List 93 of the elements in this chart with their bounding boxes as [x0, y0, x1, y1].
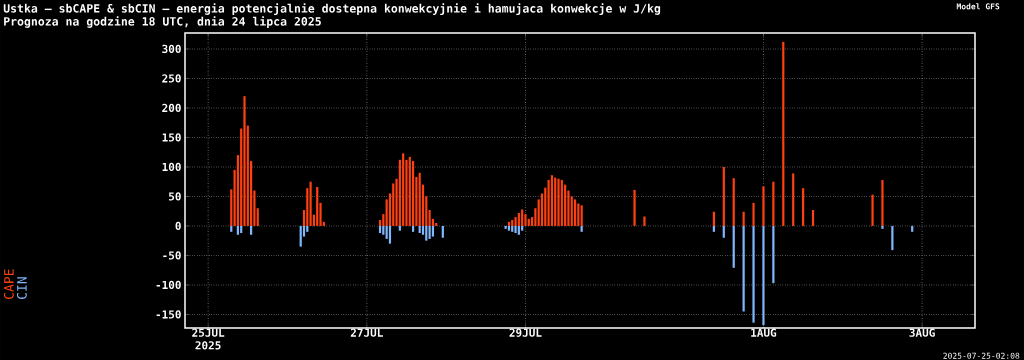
bar [309, 181, 312, 226]
bar [712, 211, 715, 226]
bar [911, 225, 914, 232]
bar [722, 166, 725, 226]
bar [382, 214, 385, 226]
bar [431, 225, 435, 237]
x-tick-label: 3AUG [909, 328, 935, 337]
bar [521, 225, 524, 231]
bar [633, 189, 636, 226]
bar [871, 194, 874, 226]
bar [511, 225, 514, 232]
bar [544, 187, 547, 226]
bar [402, 153, 405, 226]
bar [580, 225, 583, 232]
bar [560, 179, 563, 226]
bar [418, 172, 421, 226]
bar [250, 225, 253, 235]
bar [772, 181, 775, 226]
bar [802, 188, 805, 226]
bar [554, 177, 557, 226]
bar [411, 161, 415, 226]
bar [514, 225, 517, 234]
bar [643, 216, 646, 226]
x-tick-label: 27JUL [350, 328, 383, 337]
bar [762, 186, 765, 226]
text: CIN [16, 277, 27, 299]
bar [236, 225, 239, 235]
bar [762, 225, 765, 326]
chart-subtitle: Prognoza na godzine 18 UTC, dnia 24 lipca 2025 [4, 16, 321, 28]
x-tick-label: 29JUL [509, 328, 542, 337]
y-tick-label: 150 [162, 133, 181, 142]
bar [382, 225, 385, 235]
bar [742, 211, 745, 226]
x-tick-label: 25JUL [192, 328, 225, 337]
y-tick-label: 300 [162, 44, 181, 54]
x-tick-label: 1AUG [751, 328, 777, 337]
bar [511, 220, 514, 226]
bar [712, 225, 715, 232]
bar [388, 225, 392, 244]
bar [514, 217, 517, 226]
y-tick-label: -50 [163, 251, 181, 260]
bar [435, 222, 438, 226]
bar [891, 225, 894, 251]
bar [392, 183, 395, 226]
bar [547, 179, 550, 226]
bar [573, 199, 577, 226]
bar [782, 41, 785, 226]
bar [557, 178, 560, 226]
chart-title: Ustka – sbCAPE & sbCIN – energia potencjalnie dostepna konwekcyjnie i hamujaca konwekcje w J/kg [3, 3, 661, 15]
bar [772, 225, 775, 284]
bar [792, 173, 795, 226]
bar [425, 225, 428, 241]
bar [521, 209, 524, 226]
y-tick-label: 100 [162, 162, 181, 172]
bar [732, 225, 735, 268]
bar [299, 225, 302, 247]
text: 2025-07-25-02:08 [943, 352, 1020, 359]
bar [517, 212, 520, 226]
bar [507, 225, 511, 231]
bar [428, 210, 431, 226]
bar [550, 175, 554, 226]
text: 2025 [195, 341, 221, 350]
bar [580, 205, 583, 226]
bar [316, 186, 319, 226]
y-tick-label: 200 [162, 103, 181, 113]
bar [517, 225, 520, 235]
bar [752, 202, 755, 226]
bar [881, 179, 884, 226]
bar [408, 156, 411, 226]
bar [732, 178, 735, 226]
bar [742, 225, 745, 312]
bar [722, 225, 725, 238]
bar [881, 225, 884, 229]
bar [811, 210, 815, 226]
bar [428, 225, 431, 239]
text: CAPE [3, 269, 14, 299]
y-tick-label: -100 [156, 280, 181, 290]
bar [752, 225, 755, 323]
bar [564, 184, 567, 226]
bar [306, 188, 309, 226]
y-tick-label: -150 [156, 310, 181, 319]
bar [398, 225, 401, 231]
bar [243, 96, 246, 226]
bar [441, 225, 444, 238]
y-tick-label: 0 [175, 221, 181, 231]
bar [230, 225, 233, 232]
bar [577, 203, 580, 226]
bar [534, 208, 537, 226]
bar [504, 225, 507, 229]
bar [411, 225, 415, 232]
text: Model GFS [956, 3, 1000, 10]
y-tick-label: 250 [162, 74, 181, 83]
y-tick-label: 50 [169, 192, 181, 201]
